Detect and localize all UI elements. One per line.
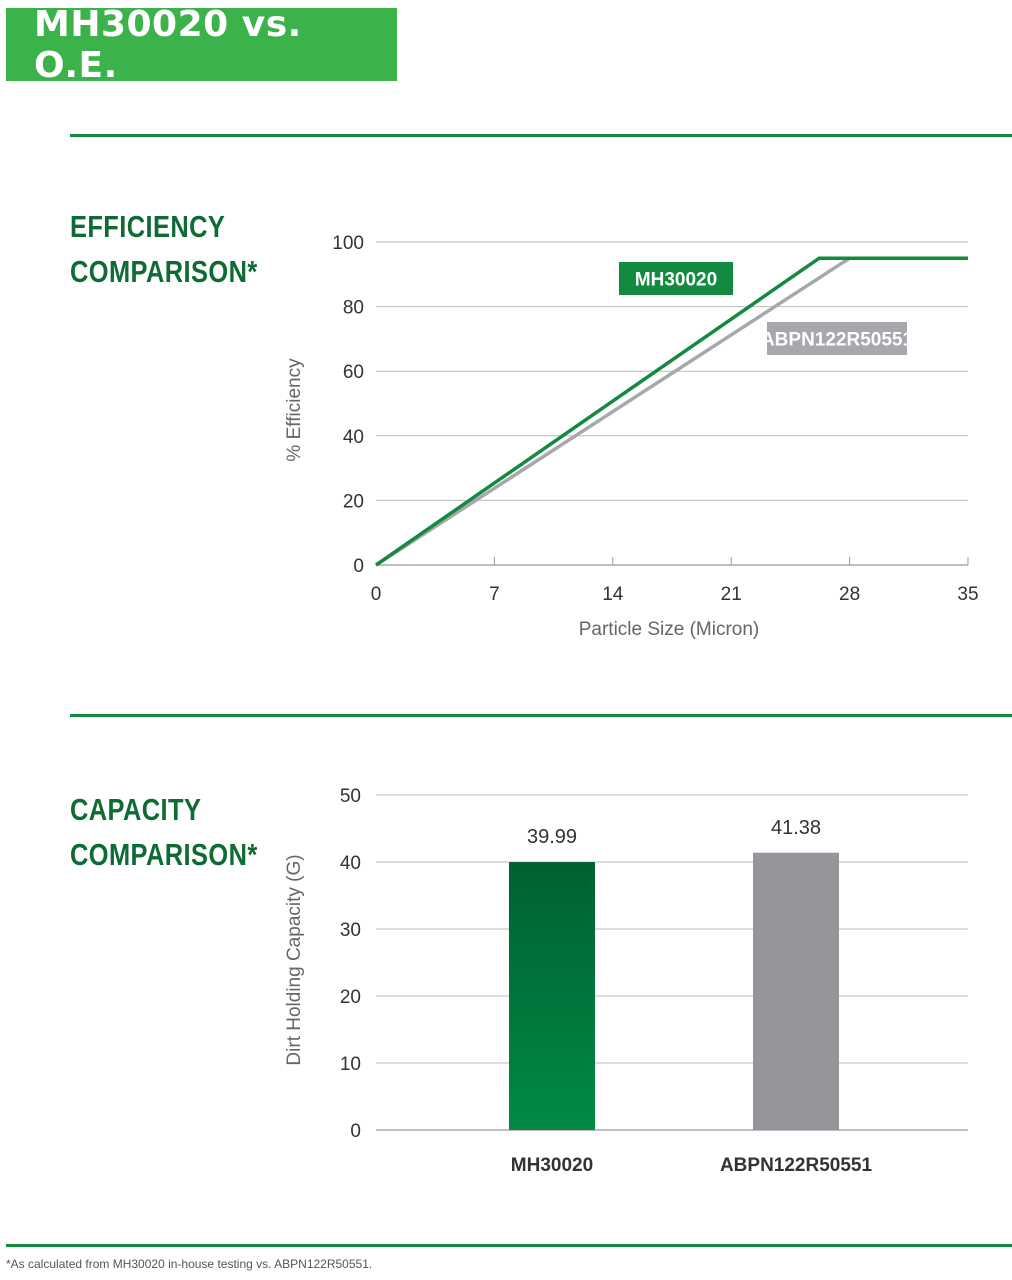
mh30020-series-line — [375, 256, 968, 567]
y-tick-label: 50 — [340, 786, 361, 807]
abpn122r50551-category-label: ABPN122R50551 — [720, 1155, 873, 1176]
abpn122r50551-callout-label: ABPN122R50551 — [761, 330, 914, 351]
abpn122r50551-callout-box — [767, 322, 907, 355]
x-tick-label: 7 — [489, 584, 500, 605]
abpn122r50551-series-line — [375, 256, 968, 567]
y-tick-label: 20 — [343, 491, 364, 512]
page-title: MH30020 vs. O.E. — [34, 3, 302, 86]
efficiency-heading: EFFICIENCY COMPARISON* — [70, 204, 258, 294]
y-tick-label: 40 — [343, 427, 364, 448]
efficiency-heading-line1: EFFICIENCY — [70, 209, 226, 244]
mh30020-value-label: 39.99 — [527, 826, 577, 848]
page-title-banner: MH30020 vs. O.E. — [6, 4, 397, 86]
capacity-bar-chart: 0 10 20 30 40 50 Dirt Holding Capacity (G) 39.9… — [284, 786, 968, 1176]
mh30020-category-label: MH30020 — [511, 1155, 593, 1176]
efficiency-heading-line2: COMPARISON* — [70, 254, 258, 289]
mh30020-bar — [509, 862, 595, 1130]
y-tick-label: 10 — [340, 1054, 361, 1075]
abpn122r50551-bar — [753, 852, 839, 1130]
x-tick-label: 14 — [602, 584, 624, 605]
middle-divider — [70, 714, 1012, 717]
y-tick-label: 80 — [343, 298, 364, 319]
capacity-heading-line1: CAPACITY — [70, 792, 202, 827]
x-tick-label: 28 — [839, 584, 860, 605]
y-tick-label: 0 — [350, 1121, 361, 1142]
x-tick-label: 35 — [957, 584, 978, 605]
footnote: *As calculated from MH30020 in-house tes… — [6, 1257, 373, 1271]
y-tick-label: 20 — [340, 987, 361, 1008]
abpn122r50551-value-label: 41.38 — [771, 817, 821, 839]
y-tick-label: 100 — [332, 233, 364, 254]
capacity-heading-line2: COMPARISON* — [70, 837, 258, 872]
mh30020-callout-label: MH30020 — [635, 270, 717, 291]
y-axis-title: Dirt Holding Capacity (G) — [284, 854, 305, 1065]
y-tick-label: 30 — [340, 920, 361, 941]
x-axis-title: Particle Size (Micron) — [579, 619, 760, 640]
y-tick-label: 60 — [343, 362, 364, 383]
capacity-heading: CAPACITY COMPARISON* — [70, 787, 258, 877]
x-tick-label: 0 — [371, 584, 382, 605]
bottom-divider — [6, 1244, 1012, 1247]
y-tick-label: 40 — [340, 853, 361, 874]
y-tick-label: 0 — [353, 556, 364, 577]
mh30020-callout-box — [619, 262, 733, 295]
efficiency-line-chart: 0 20 40 60 80 100 0 7 14 21 28 35 Particle Size (Mic… — [284, 233, 979, 640]
x-tick-label: 21 — [721, 584, 742, 605]
top-divider — [70, 134, 1012, 137]
y-axis-title: % Efficiency — [284, 358, 305, 462]
